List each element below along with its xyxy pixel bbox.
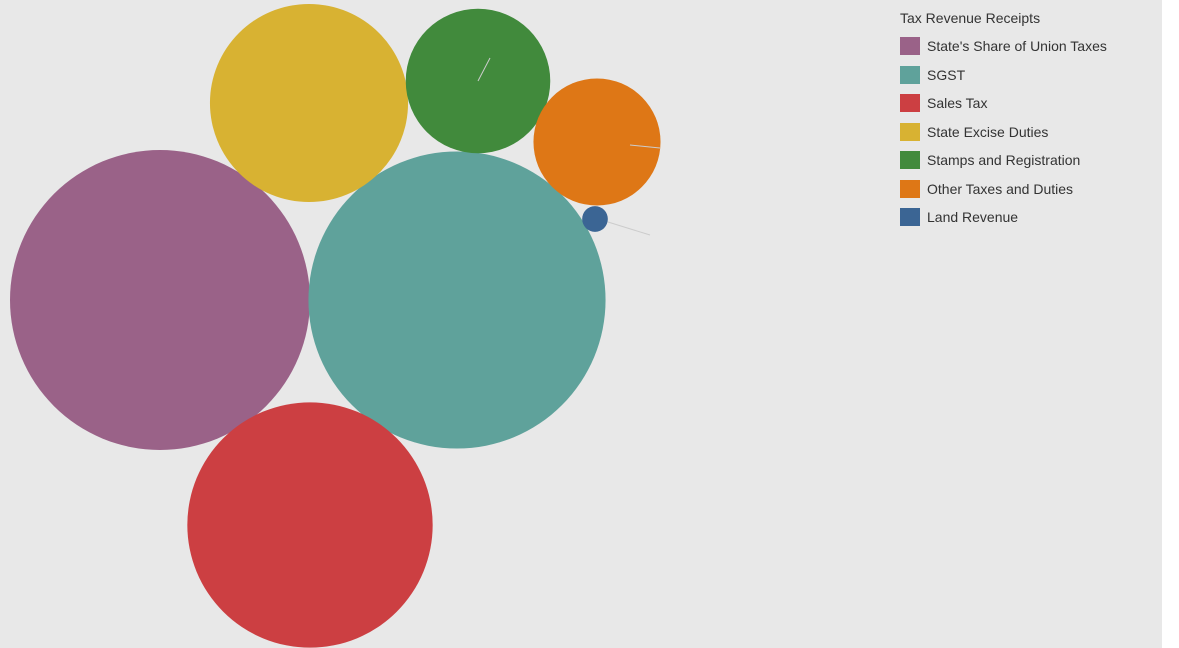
bubble xyxy=(10,150,310,450)
legend-item: Land Revenue xyxy=(900,203,1107,232)
legend-item: Stamps and Registration xyxy=(900,146,1107,175)
legend-swatch xyxy=(900,65,920,84)
legend-swatch xyxy=(900,151,920,170)
legend-swatch xyxy=(900,94,920,113)
legend-label: SGST xyxy=(927,66,966,83)
bubble xyxy=(308,151,606,449)
legend-label: Other Taxes and Duties xyxy=(927,180,1074,197)
legend-item: SGST xyxy=(900,61,1107,90)
legend-item: State Excise Duties xyxy=(900,118,1107,147)
legend-swatch xyxy=(900,122,920,141)
legend-label: State's Share of Union Taxes xyxy=(927,38,1107,55)
legend-label: Sales Tax xyxy=(927,95,988,112)
legend-label: Stamps and Registration xyxy=(927,152,1081,169)
leader-line xyxy=(607,221,651,236)
legend-title: Tax Revenue Receipts xyxy=(900,10,1041,26)
leader-line xyxy=(629,144,661,149)
bubble xyxy=(533,78,661,206)
legend-swatch xyxy=(900,179,920,198)
legend: Tax Revenue Receipts State's Share of Un… xyxy=(900,10,1107,232)
leader-line xyxy=(477,57,491,82)
legend-item: State's Share of Union Taxes xyxy=(900,32,1107,61)
legend-label: Land Revenue xyxy=(927,209,1019,226)
legend-swatch xyxy=(900,208,920,227)
bubble xyxy=(582,206,608,232)
legend-label: State Excise Duties xyxy=(927,123,1049,140)
bubble xyxy=(209,3,409,203)
bubble xyxy=(187,402,433,648)
legend-item: Other Taxes and Duties xyxy=(900,175,1107,204)
legend-item: Sales Tax xyxy=(900,89,1107,118)
legend-swatch xyxy=(900,37,920,56)
